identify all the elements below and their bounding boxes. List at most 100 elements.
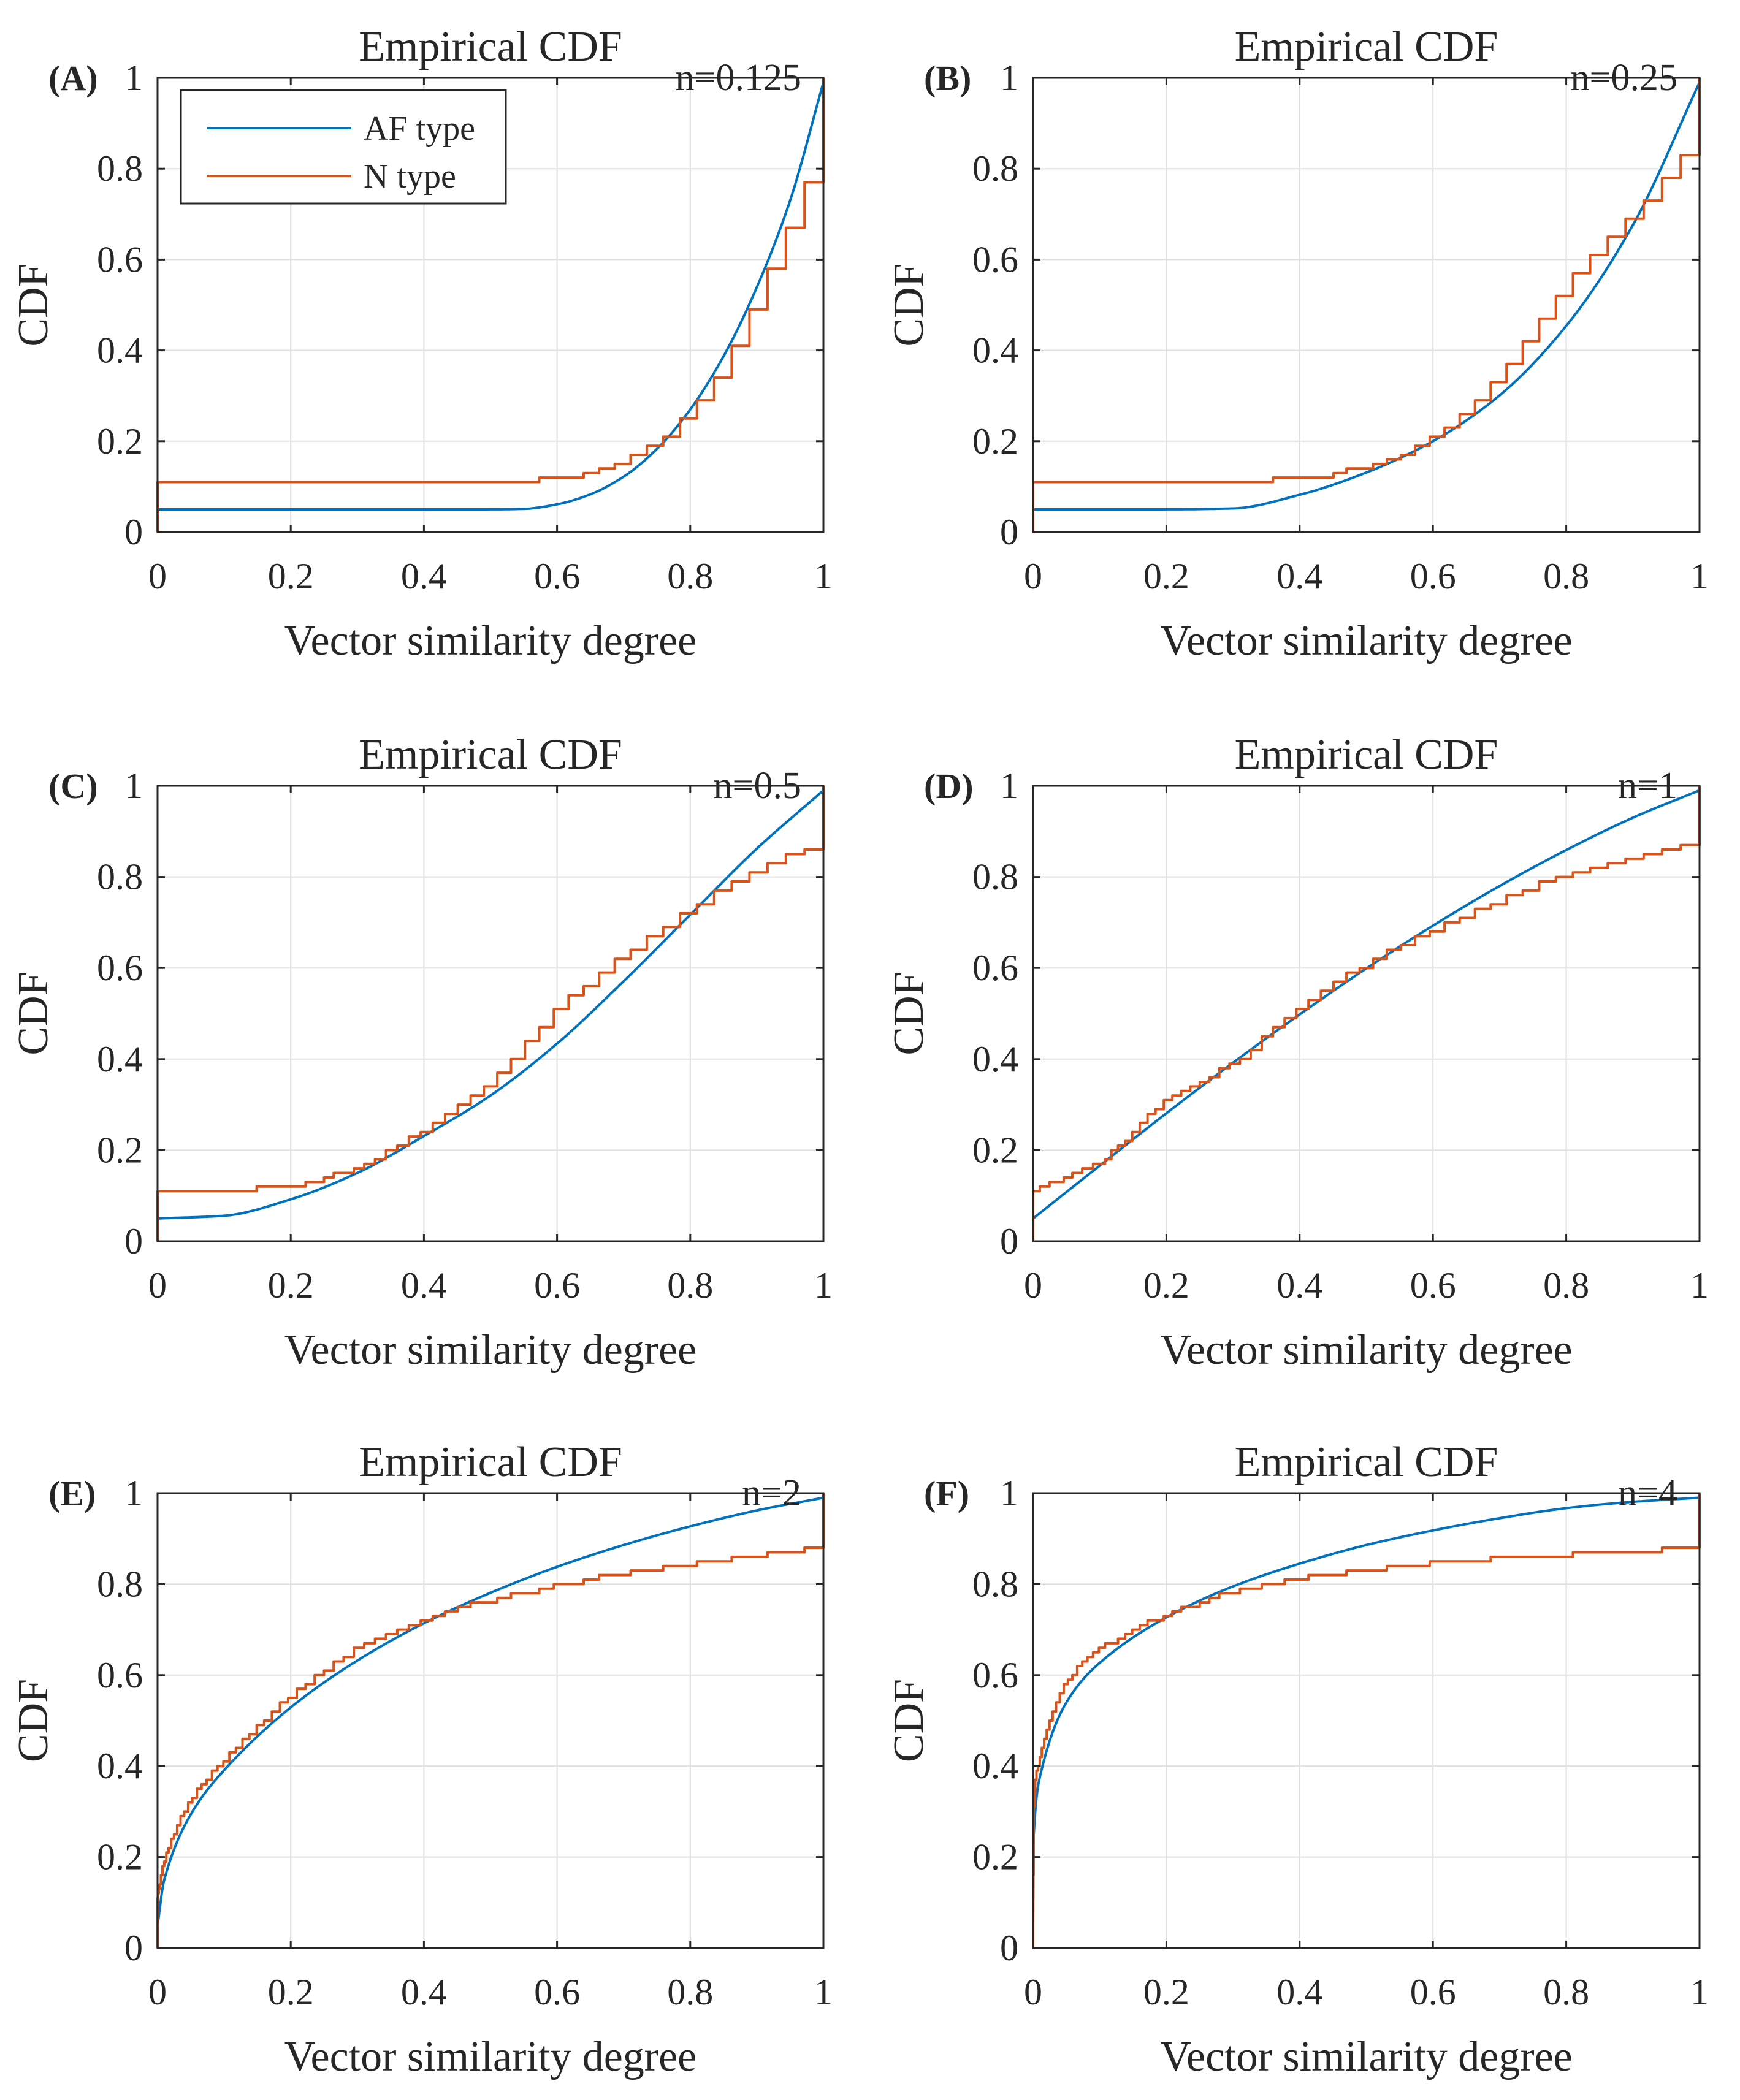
x-axis-label: Vector similarity degree [284, 2033, 697, 2080]
x-axis-label: Vector similarity degree [1160, 617, 1573, 664]
y-tick-label: 0 [1000, 512, 1018, 552]
series-line-n-type [1032, 78, 1701, 532]
chart-panel-4: 0 0.2 0.4 0.6 0.8 1 0 0.2 0.4 0.6 0.8 1 (D) Empirical… [885, 731, 1709, 1374]
x-tick-label: 0.8 [1543, 1265, 1589, 1306]
panel-label: (E) [48, 1474, 96, 1513]
x-axis-label: Vector similarity degree [1160, 1326, 1573, 1374]
series-line-n-type [156, 78, 825, 532]
y-tick-label: 0.2 [972, 1837, 1018, 1877]
y-tick-label: 0 [124, 1221, 143, 1261]
legend-box [180, 89, 507, 205]
y-tick-label: 0.4 [97, 330, 143, 371]
y-tick-label: 1 [124, 1473, 143, 1513]
x-tick-label: 0.2 [268, 1265, 314, 1306]
y-tick-label: 0 [124, 1928, 143, 1968]
exponent-annotation: n=0.5 [714, 765, 801, 807]
series-line-n-type [156, 786, 825, 1241]
series-line-af-type [156, 82, 825, 532]
panel-label: (B) [924, 58, 971, 98]
x-tick-label: 0.2 [268, 1972, 314, 2012]
y-tick-label: 0.6 [972, 948, 1018, 988]
chart-panel-1: 0 0.2 0.4 0.6 0.8 1 0 0.2 0.4 0.6 0.8 1 (A) Empirical… [10, 23, 833, 664]
x-tick-label: 0.6 [534, 1972, 580, 2012]
axes-frame [156, 77, 825, 533]
x-tick-label: 0.2 [1143, 1972, 1189, 2012]
exponent-annotation: n=2 [742, 1472, 801, 1514]
x-tick-label: 0.2 [1143, 556, 1189, 596]
y-tick-label: 0.4 [972, 330, 1018, 371]
chart-title: Empirical CDF [1235, 1439, 1498, 1486]
x-tick-label: 0 [148, 556, 167, 596]
y-tick-label: 0.8 [97, 148, 143, 189]
y-tick-label: 0.2 [97, 421, 143, 462]
series-line-af-type [1032, 82, 1701, 532]
y-axis-label: CDF [885, 972, 933, 1055]
series-line-af-type [156, 789, 825, 1241]
x-tick-label: 0.8 [667, 1265, 713, 1306]
y-axis-label: CDF [885, 1679, 933, 1762]
legend-entry: AF type [364, 110, 475, 148]
exponent-annotation: n=0.125 [676, 57, 801, 99]
y-axis-label: CDF [10, 972, 57, 1055]
x-tick-label: 0.2 [268, 556, 314, 596]
y-tick-label: 0.4 [972, 1039, 1018, 1079]
chart-panel-3: 0 0.2 0.4 0.6 0.8 1 0 0.2 0.4 0.6 0.8 1 (C) Empirical… [10, 731, 833, 1374]
y-tick-label: 0.6 [97, 1655, 143, 1695]
x-tick-label: 1 [1690, 1972, 1709, 2012]
y-tick-label: 0.8 [97, 857, 143, 897]
legend-entry: N type [364, 158, 456, 196]
y-tick-label: 0 [1000, 1221, 1018, 1261]
y-tick-label: 0 [124, 512, 143, 552]
chart-title: Empirical CDF [1235, 731, 1498, 778]
x-axis-label: Vector similarity degree [1160, 2033, 1573, 2080]
y-tick-label: 0.6 [97, 948, 143, 988]
axes-frame [1032, 785, 1701, 1242]
x-tick-label: 1 [1690, 556, 1709, 596]
series-line-af-type [1032, 1496, 1700, 1948]
y-tick-label: 1 [1000, 58, 1018, 98]
y-tick-label: 0.6 [972, 239, 1018, 280]
x-tick-label: 0 [1024, 1265, 1042, 1306]
series-line-n-type [1032, 786, 1701, 1241]
chart-panel-5: 0 0.2 0.4 0.6 0.8 1 0 0.2 0.4 0.6 0.8 1 (E) Empirical… [10, 1439, 833, 2080]
y-tick-label: 0.8 [97, 1564, 143, 1604]
series-line-af-type [1032, 789, 1700, 1241]
y-tick-label: 1 [124, 766, 143, 806]
y-tick-label: 0.2 [97, 1130, 143, 1170]
panel-label: (A) [48, 58, 98, 98]
y-tick-label: 0.4 [97, 1039, 143, 1079]
series-line-n-type [1032, 1493, 1701, 1948]
exponent-annotation: n=0.25 [1571, 57, 1677, 99]
x-tick-label: 0 [1024, 1972, 1042, 2012]
x-tick-label: 1 [814, 1972, 833, 2012]
x-tick-label: 0.2 [1143, 1265, 1189, 1306]
series-line-af-type [156, 1496, 824, 1948]
x-tick-label: 0.4 [401, 556, 447, 596]
legend: AF type N type [180, 89, 507, 205]
y-tick-label: 0.4 [97, 1746, 143, 1786]
axes-frame [1032, 77, 1701, 533]
y-axis-label: CDF [10, 1679, 57, 1762]
chart-title: Empirical CDF [359, 23, 622, 70]
x-tick-label: 1 [814, 556, 833, 596]
axes-frame [1032, 1492, 1701, 1949]
y-tick-label: 1 [1000, 766, 1018, 806]
y-tick-label: 1 [124, 58, 143, 98]
axes-frame [156, 1492, 825, 1949]
y-tick-label: 0.2 [972, 421, 1018, 462]
x-tick-label: 0 [148, 1972, 167, 2012]
y-tick-label: 0.4 [972, 1746, 1018, 1786]
exponent-annotation: n=4 [1618, 1472, 1677, 1514]
chart-title: Empirical CDF [359, 731, 622, 778]
x-tick-label: 0.6 [1410, 556, 1456, 596]
panel-label: (C) [48, 766, 98, 806]
y-tick-label: 0.6 [972, 1655, 1018, 1695]
y-tick-label: 1 [1000, 1473, 1018, 1513]
x-tick-label: 0.4 [1276, 1972, 1322, 2012]
x-tick-label: 1 [1690, 1265, 1709, 1306]
panel-label: (D) [924, 766, 974, 806]
x-axis-label: Vector similarity degree [284, 1326, 697, 1374]
x-tick-label: 0.6 [534, 1265, 580, 1306]
x-tick-label: 1 [814, 1265, 833, 1306]
